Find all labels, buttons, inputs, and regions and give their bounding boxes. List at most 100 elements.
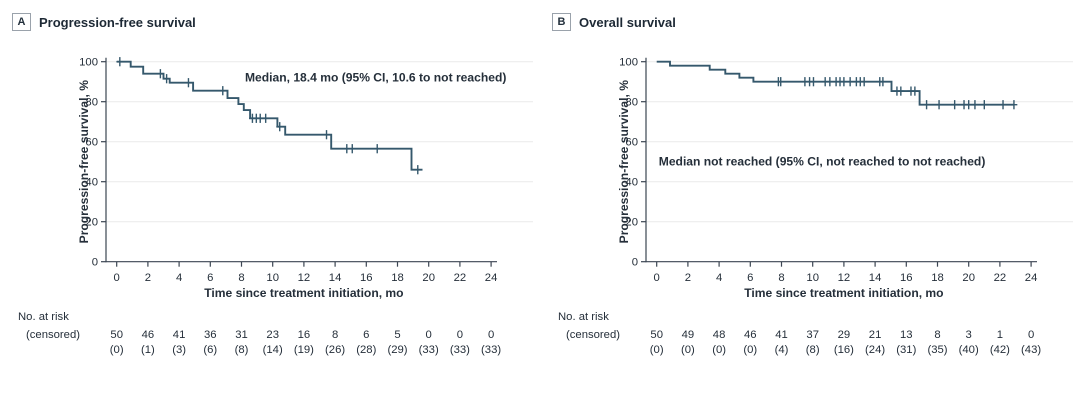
svg-text:80: 80	[625, 97, 638, 109]
svg-text:20: 20	[625, 217, 638, 229]
svg-text:20: 20	[962, 272, 975, 284]
censored-count: (14)	[263, 344, 283, 356]
y-axis-ticks: 0 20 40 60 80 100	[79, 57, 106, 269]
km-curve	[656, 60, 1014, 106]
axis-titles: Time since treatment initiation, mo Progr…	[617, 80, 944, 300]
svg-text:22: 22	[454, 272, 467, 284]
panel-a: A Progression-free survival 0 20 40 60 80 100…	[12, 13, 533, 356]
censored-count: (0)	[681, 344, 695, 356]
svg-text:14: 14	[869, 272, 882, 284]
x-axis-ticks: 0 2 4 6 8 10 12 14 16 18 20 22 24	[654, 261, 1038, 284]
gridlines	[646, 61, 1073, 223]
svg-text:12: 12	[298, 272, 311, 284]
svg-text:0: 0	[92, 257, 98, 269]
at-risk-count: 23	[266, 329, 279, 341]
risk-table-censored-label: (censored)	[566, 329, 620, 341]
svg-text:100: 100	[619, 57, 638, 69]
risk-table-label: No. at risk	[18, 311, 69, 323]
svg-text:16: 16	[360, 272, 373, 284]
at-risk-count: 3	[966, 329, 972, 341]
svg-text:60: 60	[85, 137, 98, 149]
censored-count: (28)	[356, 344, 376, 356]
gridlines	[106, 61, 533, 223]
svg-text:0: 0	[632, 257, 638, 269]
at-risk-count: 29	[838, 329, 851, 341]
svg-text:6: 6	[207, 272, 213, 284]
at-risk-count: 13	[900, 329, 913, 341]
censor-marks	[774, 77, 1018, 110]
at-risk-count: 46	[744, 329, 757, 341]
panel-a-title: Progression-free survival	[39, 14, 196, 30]
censored-count: (33)	[450, 344, 470, 356]
svg-text:0: 0	[114, 272, 120, 284]
median-annotation: Median, 18.4 mo (95% CI, 10.6 to not rea…	[245, 71, 506, 85]
censored-count: (35)	[927, 344, 947, 356]
svg-text:8: 8	[778, 272, 784, 284]
axis-titles: Time since treatment initiation, mo Progr…	[77, 80, 404, 300]
censor-marks	[116, 57, 422, 175]
svg-text:40: 40	[625, 177, 638, 189]
y-axis-ticks: 0 20 40 60 80 100	[619, 57, 646, 269]
svg-text:12: 12	[838, 272, 851, 284]
svg-text:Median, 18.4 mo (95% CI, 10.6: Median, 18.4 mo (95% CI, 10.6 to not rea…	[245, 71, 506, 85]
svg-text:18: 18	[391, 272, 404, 284]
svg-text:6: 6	[747, 272, 753, 284]
censored-count: (1)	[141, 344, 155, 356]
at-risk-count: 50	[110, 329, 123, 341]
censored-count: (0)	[743, 344, 757, 356]
at-risk-count: 0	[488, 329, 494, 341]
median-annotation: Median not reached (95% CI, not reached …	[659, 155, 986, 169]
svg-text:16: 16	[900, 272, 913, 284]
censored-count: (0)	[650, 344, 664, 356]
censored-count: (16)	[834, 344, 854, 356]
censored-count: (8)	[235, 344, 249, 356]
svg-text:24: 24	[1025, 272, 1038, 284]
censored-count: (24)	[865, 344, 885, 356]
censored-count: (43)	[1021, 344, 1041, 356]
at-risk-count: 49	[682, 329, 695, 341]
at-risk-count: 8	[332, 329, 338, 341]
at-risk-count: 0	[457, 329, 463, 341]
panel-a-badge: A	[12, 13, 31, 31]
censored-count: (0)	[712, 344, 726, 356]
at-risk-count: 36	[204, 329, 217, 341]
at-risk-count: 6	[363, 329, 369, 341]
at-risk-count: 37	[806, 329, 819, 341]
y-axis-title: Progression-free survival, %	[77, 80, 91, 244]
svg-text:80: 80	[85, 97, 98, 109]
svg-text:60: 60	[625, 137, 638, 149]
at-risk-count: 16	[298, 329, 311, 341]
at-risk-count: 5	[394, 329, 400, 341]
svg-text:20: 20	[85, 217, 98, 229]
censored-count: (6)	[203, 344, 217, 356]
svg-text:4: 4	[716, 272, 722, 284]
at-risk-count: 41	[775, 329, 788, 341]
x-axis-title: Time since treatment initiation, mo	[744, 286, 943, 300]
svg-text:100: 100	[79, 57, 98, 69]
svg-text:18: 18	[931, 272, 944, 284]
panel-b-badge: B	[552, 13, 571, 31]
censored-count: (42)	[990, 344, 1010, 356]
panel-b: B Overall survival 0 20 40 60 80 100 0 2 4 6 8 10 12…	[540, 0, 1080, 400]
x-axis-ticks: 0 2 4 6 8 10 12 14 16 18 20 22 24	[114, 261, 497, 284]
censored-count: (4)	[775, 344, 789, 356]
censored-count: (33)	[419, 344, 439, 356]
censored-count: (8)	[806, 344, 820, 356]
svg-text:10: 10	[806, 272, 819, 284]
at-risk-count: 50	[650, 329, 663, 341]
censored-count: (26)	[325, 344, 345, 356]
svg-text:22: 22	[994, 272, 1007, 284]
censored-count: (29)	[387, 344, 407, 356]
panel-a-header: A Progression-free survival	[12, 13, 196, 31]
risk-table: No. at risk (censored) 50 (0) 49 (0) 48 (0) 46 (0…	[558, 311, 1041, 356]
svg-text:10: 10	[266, 272, 279, 284]
at-risk-count: 1	[997, 329, 1003, 341]
svg-text:4: 4	[176, 272, 182, 284]
at-risk-count: 21	[869, 329, 882, 341]
svg-text:Median not reached (95% CI, no: Median not reached (95% CI, not reached …	[659, 155, 986, 169]
at-risk-count: 8	[934, 329, 940, 341]
km-curve	[116, 60, 423, 171]
